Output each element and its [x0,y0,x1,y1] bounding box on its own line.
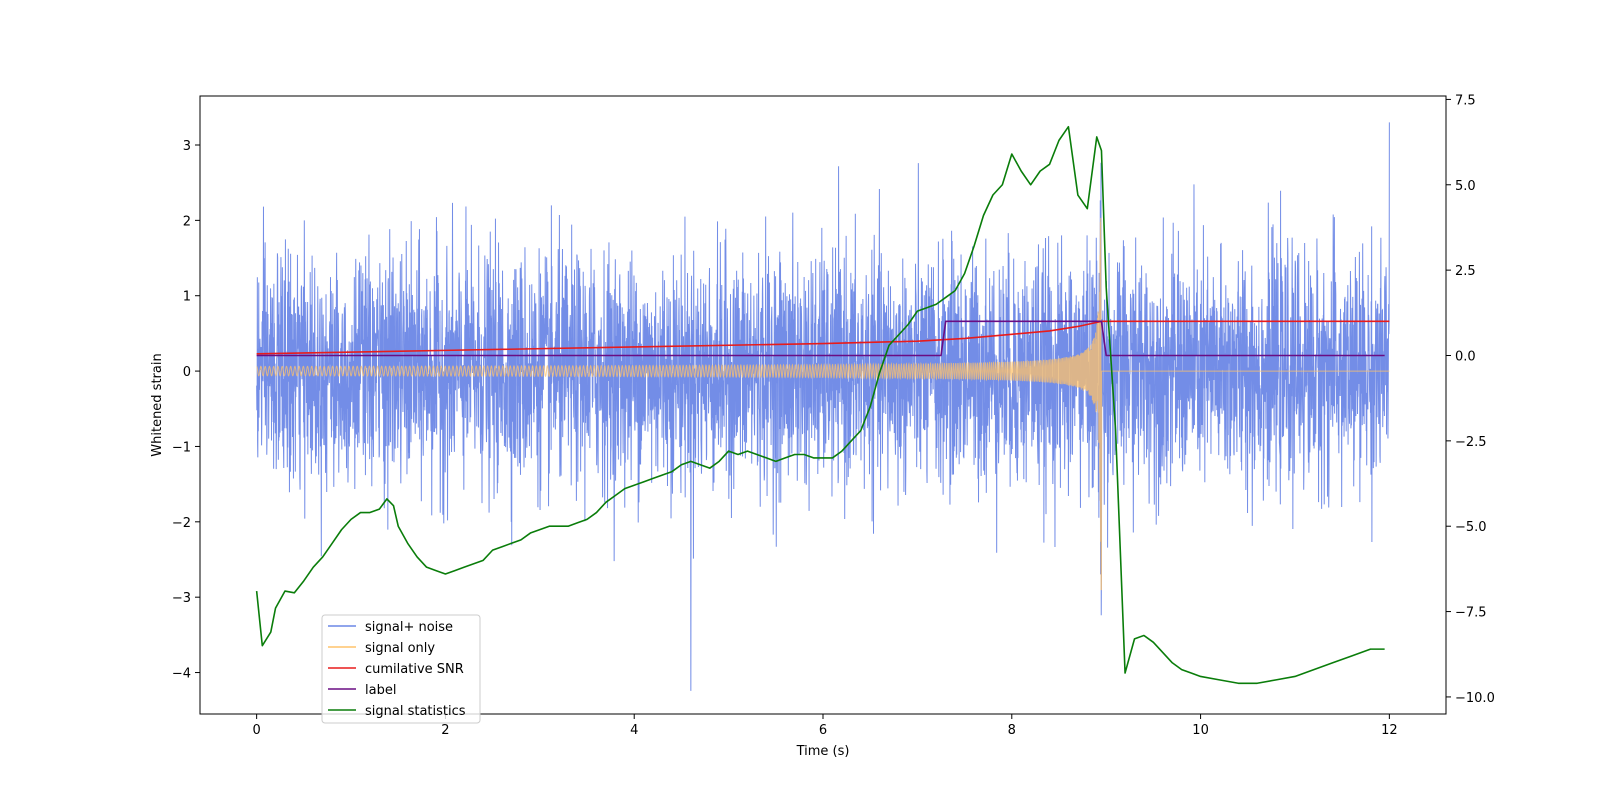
x-tick-label: 6 [819,723,827,738]
legend: signal+ noise signal only cumilative SNR… [321,614,481,724]
x-tick-label: 0 [252,723,260,738]
x-tick-label: 12 [1381,723,1398,738]
x-tick-label: 2 [441,723,449,738]
right-y-tick-label: 5.0 [1455,179,1476,194]
legend-label-label: label [365,683,396,698]
x-axis-title: Time (s) [796,744,850,759]
left-y-tick-label: 3 [183,139,191,154]
left-y-axis: −4 −3 −2 −1 0 1 2 3 [172,139,200,682]
right-y-tick-label: 7.5 [1455,93,1476,108]
series-signal-noise-line [256,122,1390,691]
right-y-axis: −10.0 −7.5 −5.0 −2.5 0.0 2.5 5.0 7.5 [1446,93,1495,706]
left-y-tick-label: 0 [183,365,191,380]
right-y-tick-label: 2.5 [1455,264,1476,279]
right-y-tick-label: −5.0 [1455,520,1487,535]
x-tick-label: 4 [630,723,638,738]
x-tick-label: 8 [1008,723,1016,738]
left-y-tick-label: −3 [172,591,191,606]
legend-label-signal-only: signal only [365,641,435,656]
left-y-tick-label: 1 [183,290,191,305]
series-signal-statistics-line [255,125,1385,685]
right-y-tick-label: −10.0 [1455,691,1495,706]
left-y-tick-label: −2 [172,516,191,531]
legend-label-signal-statistics: signal statistics [365,704,466,719]
legend-label-cumulative-snr: cumilative SNR [365,662,464,677]
left-y-tick-label: −1 [172,440,191,455]
legend-label-signal-noise: signal+ noise [365,620,453,635]
left-y-tick-label: −4 [172,667,191,682]
series-label-line [256,320,1385,357]
right-y-tick-label: −2.5 [1455,435,1487,450]
legend-box [321,614,481,724]
x-tick-label: 10 [1192,723,1209,738]
left-y-tick-label: 2 [183,214,191,229]
series-signal-only-line [256,217,1390,591]
right-y-tick-label: 0.0 [1455,349,1476,364]
series-layer [255,122,1390,691]
left-y-axis-title: Whitened strain [150,353,165,456]
right-y-tick-label: −7.5 [1455,606,1487,621]
